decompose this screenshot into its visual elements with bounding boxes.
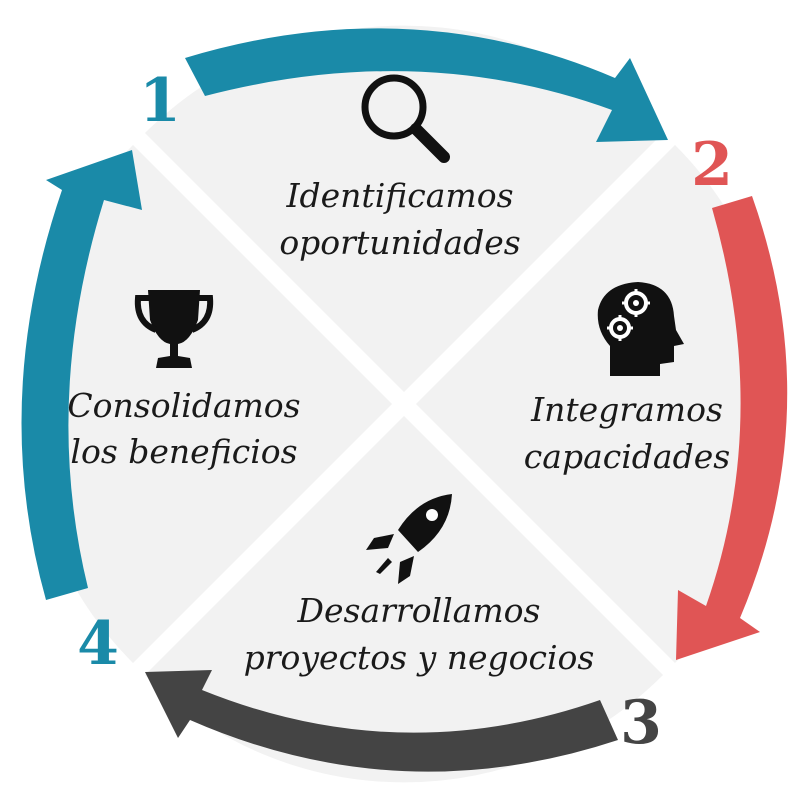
cycle-arrows — [21, 28, 788, 772]
step-3-label-line1: Desarrollamos — [297, 591, 541, 630]
step-2-label-line1: Integramos — [530, 390, 723, 429]
magnifier-icon — [361, 74, 450, 163]
head-gears-icon — [597, 282, 684, 376]
quadrant-left — [25, 145, 393, 663]
step-1-label-line1: Identificamos — [285, 176, 513, 215]
quadrant-top — [145, 25, 663, 392]
rocket-icon — [366, 494, 452, 584]
trophy-icon — [134, 290, 214, 368]
step-number-1: 1 — [139, 66, 181, 136]
step-number-3: 3 — [620, 688, 662, 758]
quadrant-bottom — [145, 416, 663, 783]
step-1-label-line2: oportunidades — [279, 223, 520, 262]
arrow-step-4 — [21, 150, 142, 600]
arrow-step-2 — [676, 196, 788, 660]
step-number-2: 2 — [691, 130, 733, 200]
step-4-label-line1: Consolidamos — [67, 386, 300, 425]
step-number-4: 4 — [77, 609, 119, 679]
arrow-step-3 — [145, 670, 618, 772]
quadrant-right — [416, 145, 783, 663]
step-4-label-line2: los beneficios — [70, 432, 297, 471]
arrow-step-1 — [185, 28, 668, 142]
step-3-label-line2: proyectos y negocios — [244, 638, 595, 677]
quadrants — [25, 25, 783, 783]
step-2-label-line2: capacidades — [524, 437, 730, 476]
